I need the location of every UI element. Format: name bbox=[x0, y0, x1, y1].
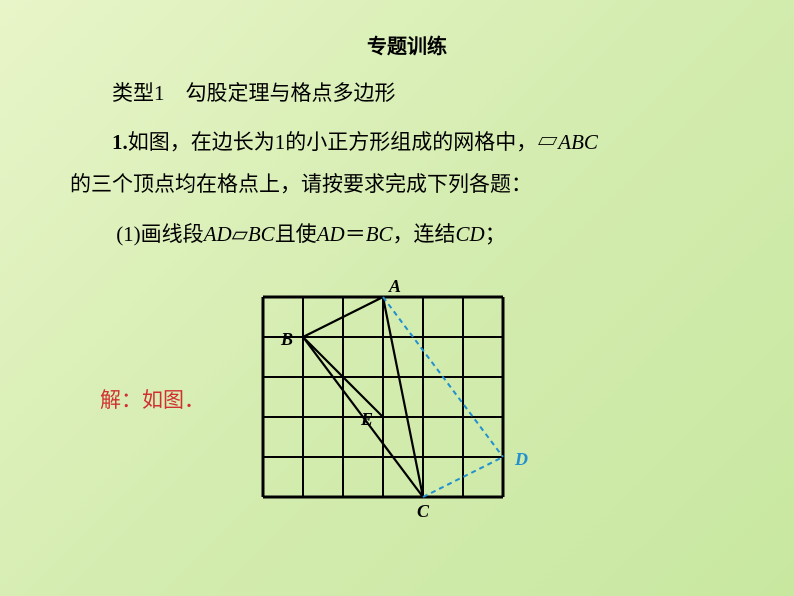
svg-text:A: A bbox=[388, 276, 401, 296]
problem-text-2: 的三个顶点均在格点上，请按要求完成下列各题： bbox=[70, 163, 532, 205]
and-text: 且使 bbox=[275, 222, 317, 246]
svg-text:C: C bbox=[417, 501, 430, 521]
eq-right: BC bbox=[366, 222, 393, 246]
subtitle-text: 勾股定理与格点多边形 bbox=[186, 81, 396, 105]
conn-text: ，连结 bbox=[393, 222, 456, 246]
grid-figure: A B C D E bbox=[235, 275, 539, 523]
problem-num: 1. bbox=[112, 130, 128, 154]
svg-text:D: D bbox=[514, 449, 528, 469]
solution-text: 解：如图． bbox=[100, 384, 205, 414]
eq-sym: ＝ bbox=[345, 222, 366, 246]
problem-text-1: 如图，在边长为1的小正方形组成的网格中，▱ bbox=[128, 130, 559, 154]
page-title: 专题训练 bbox=[70, 30, 744, 59]
section-subtitle: 类型1 勾股定理与格点多边形 bbox=[70, 77, 744, 107]
grid-svg: A B C D E bbox=[235, 275, 539, 523]
svg-text:B: B bbox=[280, 329, 293, 349]
semicolon: ； bbox=[485, 222, 506, 246]
solution-row: 解：如图． A B C D E bbox=[70, 275, 744, 523]
problem-body: 1.如图，在边长为1的小正方形组成的网格中，▱ABC 的三个顶点均在格点上，请按要… bbox=[70, 121, 744, 205]
sp-prefix: (1)画线段 bbox=[116, 222, 204, 246]
seg-ad: AD bbox=[204, 222, 232, 246]
seg-bc: BC bbox=[248, 222, 275, 246]
seg-cd: CD bbox=[456, 222, 485, 246]
parallel-symbol: ▱ bbox=[232, 222, 248, 246]
svg-text:E: E bbox=[360, 409, 373, 429]
subtitle-prefix: 类型1 bbox=[112, 81, 165, 105]
subproblem-1: (1)画线段AD▱BC且使AD＝BC，连结CD； bbox=[70, 213, 744, 255]
eq-left: AD bbox=[317, 222, 345, 246]
triangle-abc: ABC bbox=[558, 130, 598, 154]
